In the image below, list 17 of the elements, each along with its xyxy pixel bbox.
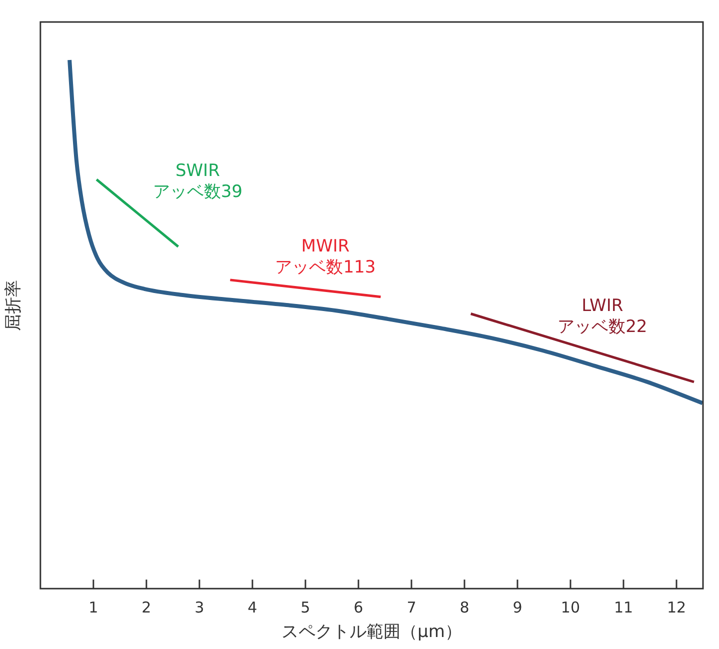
x-tick-label: 8 xyxy=(460,598,470,616)
series-label: LWIR アッベ数22 xyxy=(558,296,648,337)
x-tick-label: 12 xyxy=(666,598,686,616)
x-tick-label: 2 xyxy=(142,598,152,616)
x-tick-label: 7 xyxy=(406,598,416,616)
series-label: SWIR アッベ数39 xyxy=(152,160,242,202)
series-label: MWIR アッベ数113 xyxy=(275,236,376,278)
y-axis-title: 屈折率 xyxy=(4,280,24,331)
x-tick-label: 6 xyxy=(354,598,364,616)
x-tick-label: 3 xyxy=(194,598,204,616)
x-tick-label: 10 xyxy=(560,598,580,616)
x-tick-label: 1 xyxy=(88,598,98,616)
x-tick-label: 5 xyxy=(300,598,310,616)
x-tick-label: 9 xyxy=(512,598,522,616)
x-tick-label: 11 xyxy=(614,598,634,616)
x-tick-label: 4 xyxy=(248,598,258,616)
x-axis-title: スペクトル範囲（μm） xyxy=(282,622,462,642)
